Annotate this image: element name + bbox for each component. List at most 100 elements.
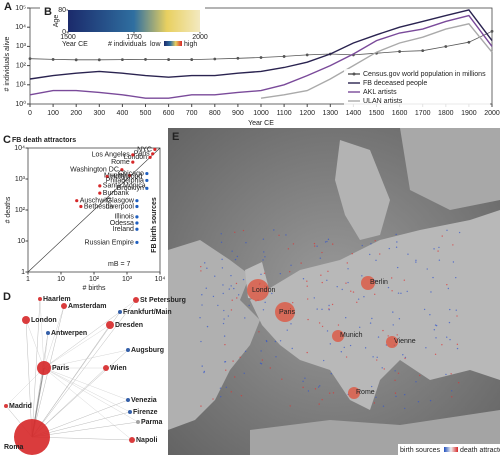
edge xyxy=(31,299,137,438)
flow-dot xyxy=(324,241,327,243)
flow-dot xyxy=(224,343,226,346)
flow-dot xyxy=(350,290,352,292)
flow-dot xyxy=(243,372,245,374)
flow-dot xyxy=(429,399,432,402)
point xyxy=(148,155,152,159)
note: mB = 7 xyxy=(108,261,130,268)
x-tick-label: 10² xyxy=(89,276,100,283)
point xyxy=(145,171,149,176)
flow-dot xyxy=(214,275,216,277)
point-label: NYC xyxy=(137,146,152,153)
flow-dot xyxy=(220,396,222,398)
legend-label: FB deceased people xyxy=(363,80,427,87)
flow-dot xyxy=(221,258,223,261)
city-label: Paris xyxy=(279,309,295,316)
city-node xyxy=(348,387,360,399)
flow-dot xyxy=(321,325,324,328)
flow-dot xyxy=(441,343,443,346)
point-label: Santa Monica xyxy=(103,183,146,190)
point xyxy=(135,240,139,245)
x-tick-label: 900 xyxy=(232,110,244,117)
flow-dot xyxy=(237,294,240,296)
node xyxy=(103,365,109,371)
point-label: Paris xyxy=(134,151,150,158)
flow-dot xyxy=(347,281,349,284)
flow-dot xyxy=(285,234,287,236)
series-marker xyxy=(467,40,471,44)
flow-dot xyxy=(456,315,458,317)
node-label: St Petersburg xyxy=(140,297,186,304)
series-marker xyxy=(305,53,309,57)
x-tick-label: 1700 xyxy=(415,110,431,117)
flow-dot xyxy=(371,317,373,320)
flow-dot xyxy=(446,229,448,232)
point-label: Odessa xyxy=(110,220,134,227)
node-label: Firenze xyxy=(133,409,158,416)
y-tick-label: 0 xyxy=(62,29,66,36)
flow-dot xyxy=(395,395,397,398)
flow-dot xyxy=(382,329,384,332)
flow-dot xyxy=(450,373,452,375)
flow-dot xyxy=(220,233,222,235)
city-node xyxy=(275,302,295,322)
node-label: Napoli xyxy=(136,437,157,444)
flow-dot xyxy=(390,277,393,279)
flow-dot xyxy=(458,231,461,234)
node-label: Paris xyxy=(52,365,69,372)
flow-dot xyxy=(398,318,401,320)
point xyxy=(135,199,139,203)
node xyxy=(46,331,50,335)
flow-dot xyxy=(400,292,402,295)
flow-dot xyxy=(291,347,293,350)
point-label: Bethesda xyxy=(84,203,114,210)
series-marker xyxy=(421,49,425,53)
flow-dot xyxy=(451,390,453,392)
x-tick-label: 1500 xyxy=(60,34,76,41)
flow-dot xyxy=(278,234,280,237)
node xyxy=(22,316,30,324)
flow-dot xyxy=(230,309,233,311)
x-tick-label: 10⁴ xyxy=(155,276,166,283)
series-marker xyxy=(282,55,286,58)
flow-dot xyxy=(364,347,367,349)
flow-dot xyxy=(222,284,224,286)
node xyxy=(37,361,51,375)
flow-dot xyxy=(396,334,398,336)
node-label: Venezia xyxy=(131,397,157,404)
land xyxy=(400,128,500,210)
flow-dot xyxy=(343,346,345,349)
flow-dot xyxy=(313,242,316,245)
node xyxy=(129,437,135,443)
point-label: Rome xyxy=(111,159,130,166)
point xyxy=(120,168,124,172)
flow-dot xyxy=(423,308,426,311)
flow-dot xyxy=(245,241,247,244)
y-tick-label: 10³ xyxy=(15,176,26,183)
edge xyxy=(43,367,131,413)
flow-dot xyxy=(425,347,427,349)
flow-dot xyxy=(199,316,201,319)
series-marker xyxy=(398,50,401,53)
flow-dot xyxy=(230,285,232,287)
y-axis-label: Age xyxy=(53,15,60,28)
flow-dot xyxy=(359,326,361,328)
flow-dot xyxy=(262,238,265,240)
point xyxy=(128,173,132,178)
flow-dot xyxy=(201,294,203,296)
flow-dot xyxy=(261,359,264,361)
flow-dot xyxy=(392,324,394,326)
panel-label: A xyxy=(4,1,12,13)
point-label: Illinois xyxy=(114,214,134,221)
x-tick-label: 2000 xyxy=(484,110,500,117)
flow-dot xyxy=(356,301,358,304)
flow-dot xyxy=(231,299,233,301)
flow-dot xyxy=(235,282,238,285)
flow-dot xyxy=(273,229,275,231)
flow-dot xyxy=(433,329,436,331)
flow-dot xyxy=(395,233,397,236)
flow-dot xyxy=(242,278,245,281)
flow-dot xyxy=(374,240,376,242)
flow-dot xyxy=(242,229,245,232)
x-tick-label: 1 xyxy=(26,276,30,283)
flow-dot xyxy=(313,245,316,247)
